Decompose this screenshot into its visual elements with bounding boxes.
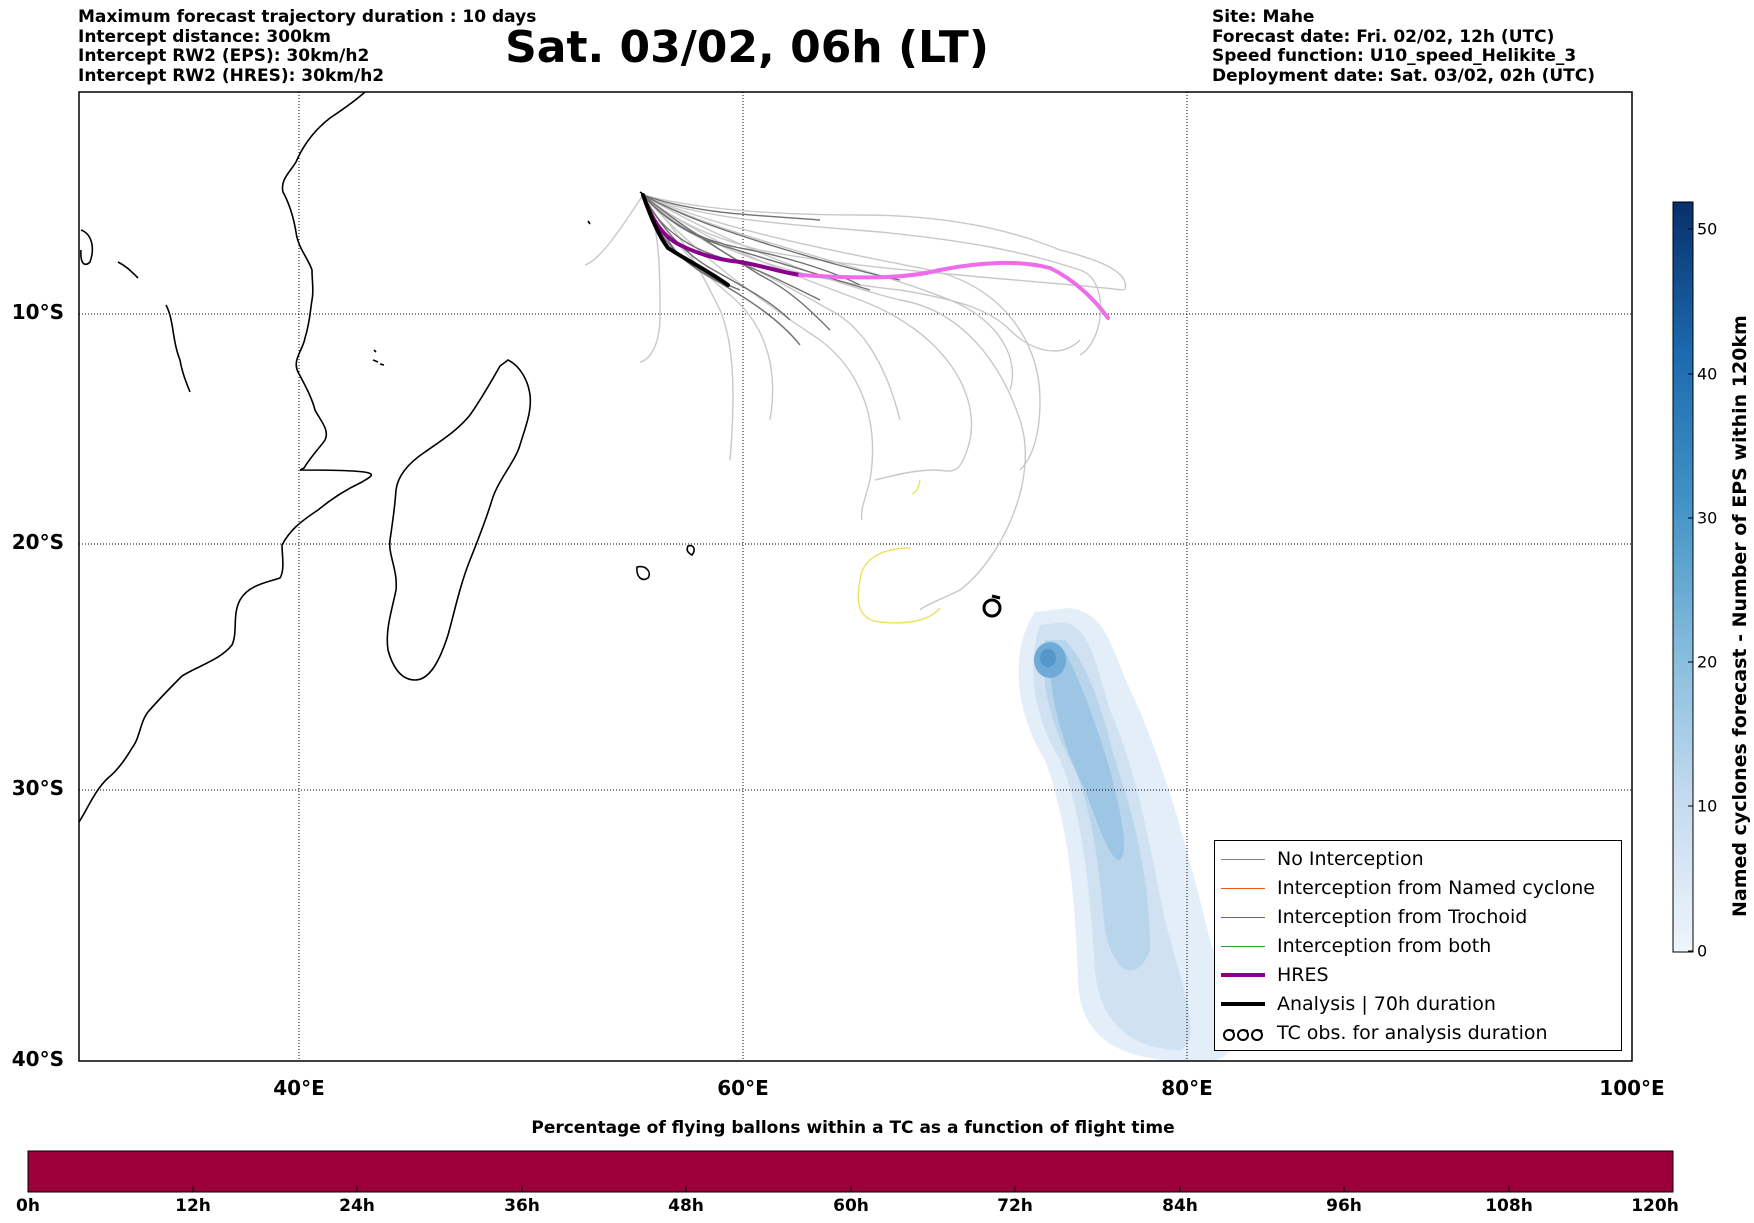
legend-label: Interception from Named cyclone	[1277, 877, 1595, 899]
flight-time-title: Percentage of flying ballons within a TC…	[531, 1118, 1175, 1138]
comoros	[372, 349, 385, 366]
flight-tick: 84h	[1162, 1196, 1198, 1216]
legend-item-both: Interception from both	[1215, 933, 1621, 961]
coastlines	[79, 92, 695, 823]
cyclone-symbol-icon	[1223, 1029, 1263, 1041]
colorbar-tick-0: 0	[1697, 941, 1708, 961]
legend-label: Analysis | 70h duration	[1277, 993, 1496, 1015]
lat-label-30s: 30°S	[11, 776, 64, 800]
legend-swatch	[1221, 1002, 1265, 1006]
analysis-trajectory	[641, 193, 730, 287]
legend-swatch	[1221, 917, 1265, 918]
legend-item-tc-obs: TC obs. for analysis duration	[1215, 1020, 1621, 1048]
legend-swatch	[1221, 888, 1265, 889]
colorbar-tick-40: 40	[1697, 364, 1718, 384]
legend-label: Interception from Trochoid	[1277, 906, 1528, 928]
lon-label-80e: 80°E	[1161, 1076, 1213, 1100]
site-name: Site: Mahe	[1212, 7, 1315, 27]
param-intercept-rw2-hres: Intercept RW2 (HRES): 30km/h2	[78, 65, 385, 86]
legend-item-named-cyclone: Interception from Named cyclone	[1215, 875, 1621, 903]
flight-tick: 36h	[504, 1196, 540, 1216]
legend-swatch	[1221, 946, 1265, 947]
map-frame	[78, 91, 1633, 1062]
map-legend: No Interception Interception from Named …	[1214, 840, 1622, 1051]
flight-time-bar	[27, 1150, 1674, 1193]
legend-label: HRES	[1277, 964, 1329, 986]
lon-label-100e: 100°E	[1599, 1076, 1665, 1100]
colorbar-ticks	[1688, 228, 1693, 952]
forecast-date: Forecast date: Fri. 02/02, 12h (UTC)	[1212, 26, 1555, 47]
param-max-duration: Maximum forecast trajectory duration : 1…	[78, 7, 537, 27]
colorbar	[1672, 201, 1694, 953]
eps-trajectories	[584, 194, 1127, 611]
param-intercept-rw2-eps: Intercept RW2 (EPS): 30km/h2	[78, 46, 370, 66]
lat-label-40s: 40°S	[11, 1047, 64, 1071]
legend-item-hres: HRES	[1215, 962, 1621, 990]
colorbar-tick-10: 10	[1697, 796, 1718, 816]
colorbar-label: Named cyclones forecast - Number of EPS …	[1729, 315, 1751, 917]
legend-item-trochoid: Interception from Trochoid	[1215, 904, 1621, 932]
flight-tick: 72h	[997, 1196, 1033, 1216]
gridlines	[79, 92, 1632, 1061]
tc-observation-marker	[982, 594, 1002, 618]
colorbar-tick-50: 50	[1697, 219, 1718, 239]
flight-tick: 0h	[16, 1196, 40, 1216]
africa-coast	[79, 92, 373, 823]
mauritius-island	[686, 544, 695, 557]
lat-label-20s: 20°S	[11, 530, 64, 554]
flight-time-ticks	[27, 1186, 1674, 1192]
flight-tick: 12h	[175, 1196, 211, 1216]
reunion-island	[636, 565, 651, 581]
flight-tick: 48h	[668, 1196, 704, 1216]
legend-label: No Interception	[1277, 848, 1424, 870]
legend-label: TC obs. for analysis duration	[1277, 1022, 1548, 1044]
trochoid-track	[857, 479, 941, 624]
lake-tanganyika	[117, 261, 139, 279]
colorbar-tick-30: 30	[1697, 508, 1718, 528]
forecast-parameters: Maximum forecast trajectory duration : 1…	[78, 7, 537, 86]
flight-tick: 108h	[1485, 1196, 1533, 1216]
deployment-date: Deployment date: Sat. 03/02, 02h (UTC)	[1212, 65, 1596, 86]
colorbar-tick-20: 20	[1697, 652, 1718, 672]
lake-malawi	[165, 304, 191, 393]
lake-victoria	[80, 229, 94, 266]
legend-item-analysis: Analysis | 70h duration	[1215, 991, 1621, 1019]
flight-tick: 60h	[833, 1196, 869, 1216]
speed-function: Speed function: U10_speed_Helikite_3	[1212, 46, 1577, 66]
madagascar-coast	[386, 359, 532, 681]
flight-tick: 96h	[1326, 1196, 1362, 1216]
hres-trajectory	[641, 193, 1110, 320]
lat-label-10s: 10°S	[11, 300, 64, 324]
param-intercept-distance: Intercept distance: 300km	[78, 26, 331, 47]
legend-item-no-interception: No Interception	[1215, 846, 1621, 874]
flight-tick: 24h	[339, 1196, 375, 1216]
lon-label-60e: 60°E	[717, 1076, 769, 1100]
map-title: Sat. 03/02, 06h (LT)	[505, 22, 989, 73]
flight-tick: 120h	[1631, 1196, 1679, 1216]
cyclone-density-field	[1018, 608, 1236, 1061]
legend-swatch	[1221, 973, 1265, 977]
legend-swatch	[1221, 859, 1265, 860]
lon-label-40e: 40°E	[273, 1076, 325, 1100]
site-info: Site: Mahe Forecast date: Fri. 02/02, 12…	[1212, 7, 1596, 86]
legend-label: Interception from both	[1277, 935, 1492, 957]
